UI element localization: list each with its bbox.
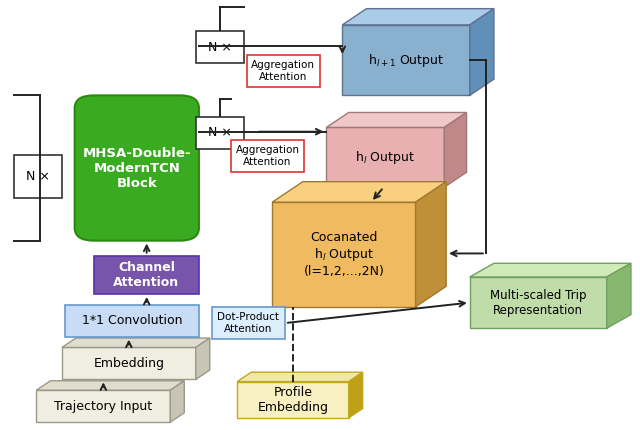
Polygon shape: [62, 338, 210, 347]
Polygon shape: [342, 9, 494, 25]
Polygon shape: [272, 182, 446, 202]
Text: N ×: N ×: [208, 41, 232, 54]
Text: Cocanated
h$_l$ Output
(l=1,2,...,2N): Cocanated h$_l$ Output (l=1,2,...,2N): [303, 231, 385, 278]
Text: Channel
Attention: Channel Attention: [113, 261, 179, 289]
Text: Multi-scaled Trip
Representation: Multi-scaled Trip Representation: [490, 289, 586, 316]
Polygon shape: [444, 113, 467, 187]
Polygon shape: [196, 338, 210, 380]
Polygon shape: [237, 372, 363, 381]
Text: Trajectory Input: Trajectory Input: [54, 399, 152, 413]
Bar: [65, 305, 199, 337]
Bar: [231, 140, 304, 172]
Text: Profile
Embedding: Profile Embedding: [257, 386, 328, 414]
Text: h$_l$ Output: h$_l$ Output: [355, 149, 415, 166]
Polygon shape: [326, 127, 444, 187]
Bar: [246, 55, 320, 87]
Polygon shape: [470, 277, 607, 328]
Polygon shape: [36, 390, 170, 422]
Polygon shape: [170, 381, 184, 422]
Text: Dot-Product
Attention: Dot-Product Attention: [218, 312, 279, 334]
Bar: [196, 117, 244, 149]
Text: Aggregation
Attention: Aggregation Attention: [252, 60, 316, 82]
FancyBboxPatch shape: [75, 95, 199, 241]
Bar: [14, 155, 62, 198]
Polygon shape: [272, 202, 415, 307]
Polygon shape: [607, 263, 631, 328]
Polygon shape: [342, 25, 470, 95]
Polygon shape: [470, 9, 494, 95]
Polygon shape: [62, 347, 196, 380]
Text: 1*1 Convolution: 1*1 Convolution: [82, 314, 182, 327]
Polygon shape: [237, 381, 349, 418]
Text: h$_{l+1}$ Output: h$_{l+1}$ Output: [368, 52, 444, 69]
Text: N ×: N ×: [26, 170, 50, 183]
Bar: [196, 31, 244, 63]
Polygon shape: [326, 113, 467, 127]
Text: N ×: N ×: [208, 126, 232, 139]
Bar: [94, 255, 199, 294]
Polygon shape: [36, 381, 184, 390]
Bar: [212, 307, 285, 339]
Polygon shape: [415, 182, 446, 307]
Text: Embedding: Embedding: [93, 357, 164, 370]
Polygon shape: [470, 263, 631, 277]
Text: Aggregation
Attention: Aggregation Attention: [236, 145, 300, 167]
Text: MHSA-Double-
ModernTCN
Block: MHSA-Double- ModernTCN Block: [83, 147, 191, 190]
Polygon shape: [349, 372, 363, 418]
